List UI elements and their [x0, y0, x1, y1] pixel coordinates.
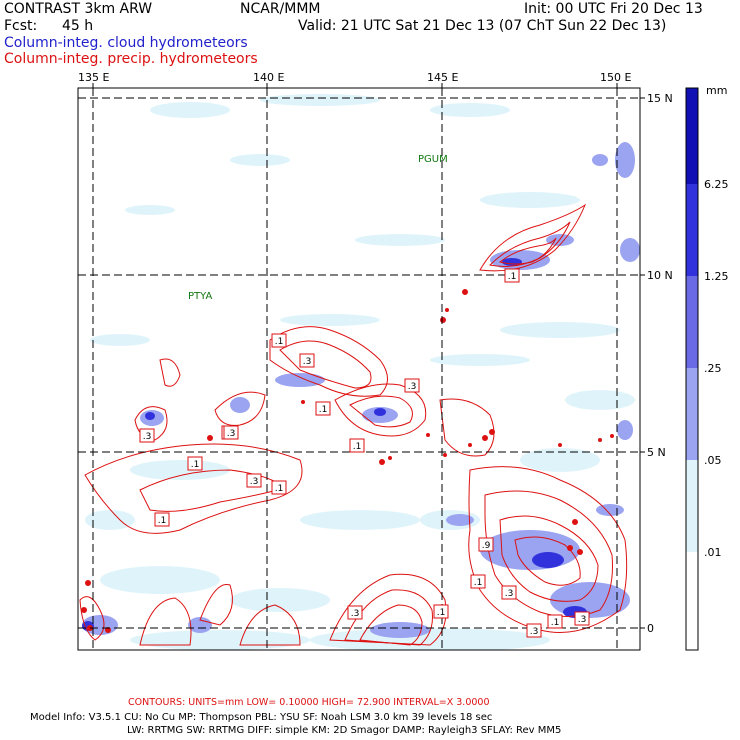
- contour-label-box: [526, 623, 542, 638]
- precip-field-title: Column-integ. precip. hydrometeors: [4, 51, 258, 67]
- contour-label-text: .3: [250, 477, 259, 487]
- lon-label-145: 145 E: [427, 71, 458, 84]
- colorbar-frame: [685, 87, 699, 651]
- org-name: NCAR/MMM: [240, 1, 321, 17]
- station-ptya: PTYA: [188, 291, 212, 302]
- contour-label-text: .1: [275, 484, 284, 494]
- contour-label-box: [315, 401, 331, 416]
- colorbar-band-001: [686, 552, 698, 650]
- colorbar-unit: mm: [706, 84, 727, 97]
- contour-label-box: [347, 605, 363, 620]
- contour-label-box: [504, 268, 520, 283]
- lat-label-5n: 5 N: [647, 446, 666, 459]
- contour-label-box: [154, 512, 170, 527]
- colorbar-level-001: .01: [704, 546, 722, 559]
- colorbar-level-005: .05: [704, 454, 722, 467]
- precip-contours: [79, 203, 628, 646]
- lat-label-0: 0: [647, 622, 654, 635]
- contour-label-box: [478, 537, 494, 552]
- contour-label-text: .3: [143, 432, 152, 442]
- contour-label-text: .3: [530, 627, 539, 637]
- forecast-label: Fcst:: [4, 18, 38, 34]
- lon-label-140: 140 E: [253, 71, 284, 84]
- colorbar-band-125: [686, 276, 698, 368]
- contour-label-text: .1: [508, 272, 517, 282]
- contour-info: CONTOURS: UNITS=mm LOW= 0.10000 HIGH= 72…: [128, 697, 490, 708]
- contour-label-text: .1: [319, 405, 328, 415]
- shaded-field: [79, 94, 640, 650]
- contour-label-box: [349, 438, 365, 453]
- contour-label-box: [139, 428, 155, 443]
- map-frame: [77, 87, 641, 651]
- contour-label-text: .3: [578, 615, 587, 625]
- contour-label-box: [246, 473, 262, 488]
- lon-label-150: 150 E: [600, 71, 631, 84]
- contour-label-text: .3: [227, 429, 236, 439]
- contour-label-text: .3: [505, 589, 514, 599]
- contour-label-box: [223, 425, 239, 440]
- colorbar-level-625: 6.25: [704, 178, 729, 191]
- contour-label-text: .3: [351, 609, 360, 619]
- contour-label-text: .1: [551, 618, 560, 628]
- cloud-field-title: Column-integ. cloud hydrometeors: [4, 35, 248, 51]
- physics-info: LW: RRTMG SW: RRTMG DIFF: simple KM: 2D …: [127, 725, 562, 736]
- contour-label-text: .1: [437, 608, 446, 618]
- contour-value-labels: .3.1.3.1.1.3.1.1.1.3.1.3.1.9.1.3.3.1.3.1…: [139, 268, 590, 638]
- light-cloud-patches: [85, 94, 635, 650]
- valid-time: Valid: 21 UTC Sat 21 Dec 13 (07 ChT Sun …: [298, 18, 667, 34]
- colorbar-level-025: .25: [704, 362, 722, 375]
- colorbar-level-125: 1.25: [704, 270, 729, 283]
- contour-label-text: .3: [303, 357, 312, 367]
- contour-label-box: [299, 353, 315, 368]
- contour-label-text: .3: [408, 382, 417, 392]
- precip-cells: [81, 289, 614, 633]
- contour-label-box: [187, 456, 203, 471]
- init-time: Init: 00 UTC Fri 20 Dec 13: [524, 1, 703, 17]
- colorbar: mm 6.25 1.25 .25 .05 .01: [685, 84, 729, 651]
- model-info: Model Info: V3.5.1 CU: No Cu MP: Thompso…: [30, 712, 493, 723]
- contour-label-text: .1: [158, 516, 167, 526]
- contour-label-box: [271, 333, 287, 348]
- contour-label-box: [404, 378, 420, 393]
- contour-label-box: [574, 611, 590, 626]
- contour-label-box: [271, 480, 287, 495]
- tick-marks: [92, 83, 645, 629]
- forecast-hour: 45 h: [62, 18, 94, 34]
- contour-label-text: .1: [353, 442, 362, 452]
- lon-label-135: 135 E: [78, 71, 109, 84]
- colorbar-band-max: [686, 88, 698, 184]
- contour-label-text: .9: [482, 541, 491, 551]
- contour-label-box: [470, 574, 486, 589]
- contour-label-text: .1: [191, 460, 200, 470]
- contour-label-text: .1: [474, 578, 483, 588]
- contour-label-text: .1: [275, 337, 284, 347]
- lat-label-10n: 10 N: [647, 269, 673, 282]
- contour-label-box: [501, 585, 517, 600]
- station-pgum: PGUM: [418, 154, 448, 165]
- colorbar-band-025: [686, 368, 698, 460]
- model-title: CONTRAST 3km ARW: [4, 1, 153, 17]
- contour-label-box: [547, 614, 563, 629]
- contour-label-box: [433, 604, 449, 619]
- colorbar-band-005: [686, 460, 698, 552]
- colorbar-band-625: [686, 184, 698, 276]
- lat-label-15n: 15 N: [647, 92, 673, 105]
